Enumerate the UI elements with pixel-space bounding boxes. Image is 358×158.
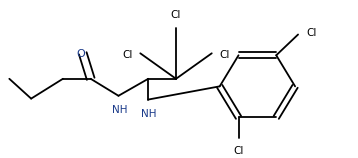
- Text: NH: NH: [141, 109, 157, 119]
- Text: NH: NH: [112, 105, 127, 115]
- Text: O: O: [76, 49, 85, 59]
- Text: Cl: Cl: [233, 146, 244, 156]
- Text: Cl: Cl: [306, 28, 316, 38]
- Text: Cl: Cl: [171, 10, 181, 20]
- Text: Cl: Cl: [122, 50, 132, 60]
- Text: Cl: Cl: [220, 50, 230, 60]
